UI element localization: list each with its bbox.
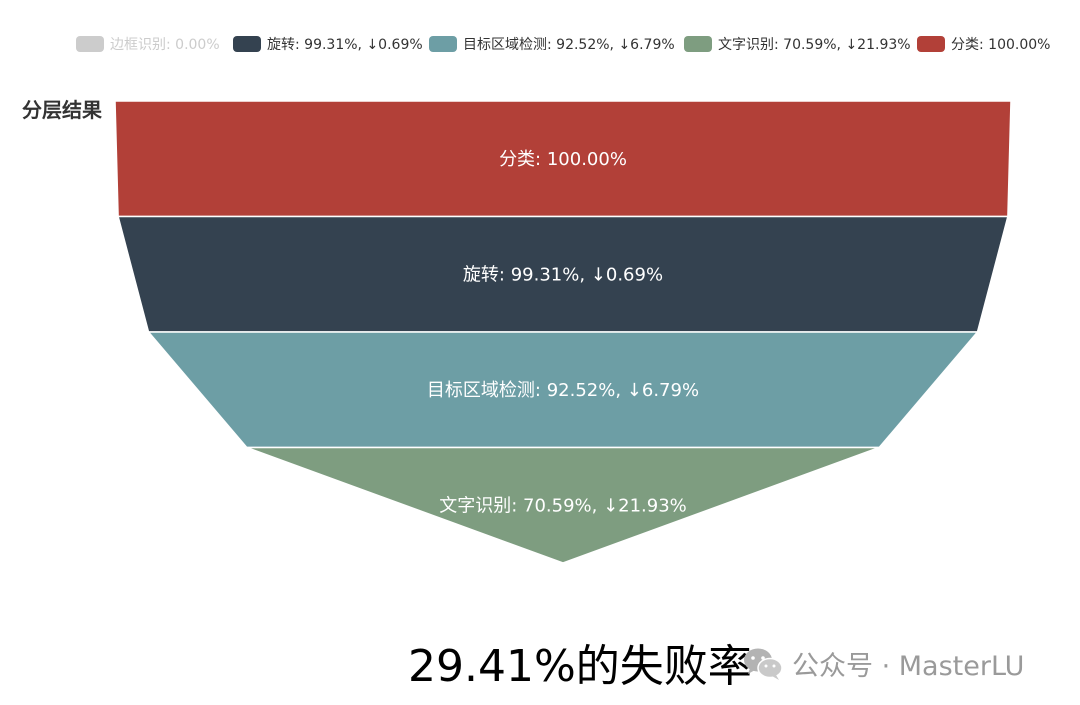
funnel-segment-label: 文字识别: 70.59%, ↓21.93%: [439, 495, 687, 516]
legend-swatch: [429, 36, 457, 52]
legend-item[interactable]: 旋转: 99.31%, ↓0.69%: [233, 33, 423, 55]
legend-swatch: [917, 36, 945, 52]
legend-swatch: [233, 36, 261, 52]
legend-label: 边框识别: 0.00%: [110, 37, 220, 53]
legend-label: 分类: 100.00%: [951, 37, 1051, 53]
funnel-segment-label: 目标区域检测: 92.52%, ↓6.79%: [427, 380, 699, 401]
legend-label: 目标区域检测: 92.52%, ↓6.79%: [463, 37, 675, 53]
legend-swatch: [684, 36, 712, 52]
legend-label: 文字识别: 70.59%, ↓21.93%: [718, 37, 911, 53]
legend-item[interactable]: 目标区域检测: 92.52%, ↓6.79%: [429, 33, 675, 55]
chart-title: 分层结果: [22, 98, 102, 122]
funnel-segment-label: 分类: 100.00%: [499, 149, 627, 170]
funnel-segment[interactable]: [246, 446, 880, 564]
legend-item[interactable]: 文字识别: 70.59%, ↓21.93%: [684, 33, 911, 55]
legend-item[interactable]: 边框识别: 0.00%: [76, 33, 220, 55]
chart-legend: 边框识别: 0.00% 旋转: 99.31%, ↓0.69% 目标区域检测: 92.…: [0, 33, 1080, 57]
wechat-icon: [744, 648, 783, 680]
legend-label: 旋转: 99.31%, ↓0.69%: [267, 37, 423, 53]
legend-swatch: [76, 36, 104, 52]
watermark-text: 公众号 · MasterLU: [792, 651, 1025, 682]
failure-rate-caption: 29.41%的失败率: [408, 641, 752, 692]
legend-item[interactable]: 分类: 100.00%: [917, 33, 1050, 55]
funnel-segment-label: 旋转: 99.31%, ↓0.69%: [463, 264, 663, 285]
watermark: 公众号 · MasterLU: [742, 644, 1024, 683]
